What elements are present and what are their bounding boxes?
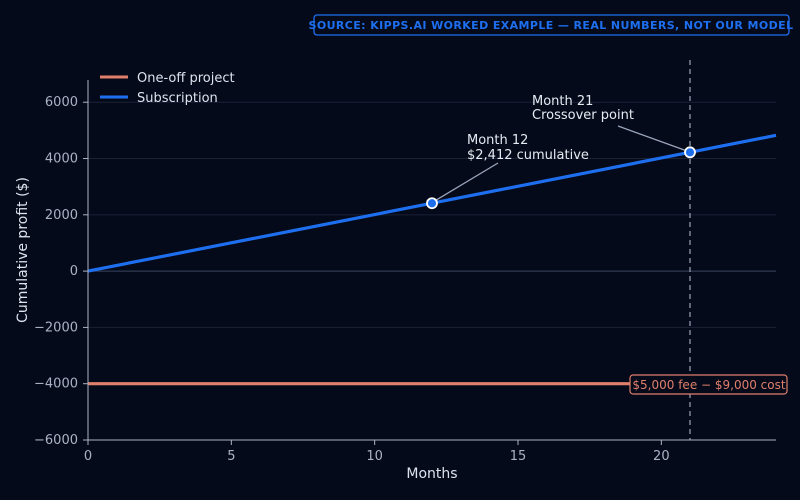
- marker-month-21: [684, 146, 696, 159]
- fee-badge-box: [629, 374, 788, 395]
- fee-badge-text: $5,000 fee − $9,000 cost: [632, 378, 785, 392]
- marker-month-12: [426, 197, 438, 210]
- y-tick-label: 6000: [45, 95, 78, 110]
- y-tick-label: 2000: [45, 208, 78, 223]
- legend-label-one-off: One-off project: [137, 71, 235, 86]
- annotation-month-12: Month 12 $2,412 cumulative: [467, 133, 589, 163]
- y-axis-label: Cumulative profit ($): [15, 177, 31, 323]
- y-tick-label: −2000: [34, 320, 78, 335]
- x-tick-label: 10: [366, 449, 383, 464]
- annotation-connector-month-12: [435, 162, 499, 201]
- source-badge: SOURCE: KIPPS.AI WORKED EXAMPLE — REAL N…: [309, 14, 794, 36]
- x-ticks: 0 5 10 15 20: [84, 440, 670, 464]
- y-ticks: −6000 −4000 −2000 0 2000 4000 6000: [34, 95, 88, 448]
- annotation-month-21: Month 21 Crossover point: [532, 94, 634, 123]
- annotation-month-12-line1: Month 12: [467, 133, 528, 148]
- markers: [426, 146, 696, 210]
- annotation-connector-month-21: [617, 125, 686, 151]
- x-tick-label: 20: [653, 449, 670, 464]
- fee-badge: $5,000 fee − $9,000 cost: [629, 374, 788, 395]
- annotation-month-12-line2: $2,412 cumulative: [467, 148, 589, 163]
- x-tick-label: 5: [227, 449, 235, 464]
- legend: One-off project Subscription: [100, 71, 235, 106]
- y-tick-label: 0: [70, 264, 78, 279]
- source-badge-text: SOURCE: KIPPS.AI WORKED EXAMPLE — REAL N…: [309, 19, 794, 32]
- source-badge-box: [313, 14, 790, 36]
- y-tick-label: −6000: [34, 433, 78, 448]
- legend-label-subscription: Subscription: [137, 91, 218, 106]
- series-layer: [87, 133, 777, 386]
- y-tick-label: 4000: [45, 152, 78, 167]
- y-tick-label: −4000: [34, 377, 78, 392]
- annotation-connectors: [435, 125, 686, 201]
- annotation-month-21-line2: Crossover point: [532, 108, 634, 123]
- x-axis-label: Months: [406, 466, 457, 482]
- x-tick-label: 0: [84, 449, 92, 464]
- x-tick-label: 15: [510, 449, 527, 464]
- annotation-month-21-line1: Month 21: [532, 94, 593, 109]
